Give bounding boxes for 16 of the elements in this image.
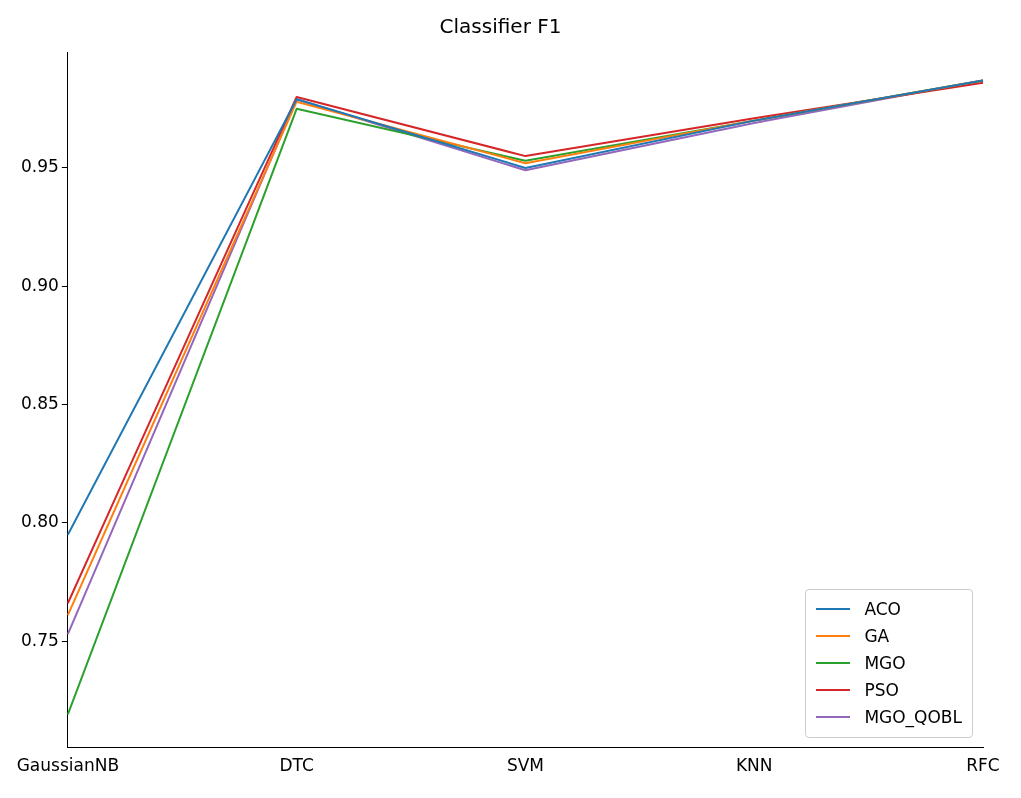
y-tick-label: 0.95 — [20, 156, 59, 177]
legend-label: PSO — [864, 680, 899, 701]
chart-title: Classifier F1 — [439, 14, 562, 39]
x-tick-label: RFC — [966, 755, 1000, 776]
y-tick-label: 0.85 — [20, 392, 59, 413]
legend-label: MGO_QOBL — [864, 707, 962, 728]
x-tick-label: DTC — [279, 755, 314, 776]
y-tick-label: 0.80 — [20, 511, 59, 532]
legend-label: ACO — [864, 599, 901, 620]
y-tick-label: 0.75 — [20, 629, 59, 650]
x-tick-label: GaussianNB — [16, 755, 120, 776]
x-tick-label: SVM — [506, 755, 544, 776]
legend-label: MGO — [864, 653, 906, 674]
legend-label: GA — [864, 626, 890, 647]
x-tick-label: KNN — [735, 755, 773, 776]
y-tick-label: 0.90 — [20, 274, 59, 295]
